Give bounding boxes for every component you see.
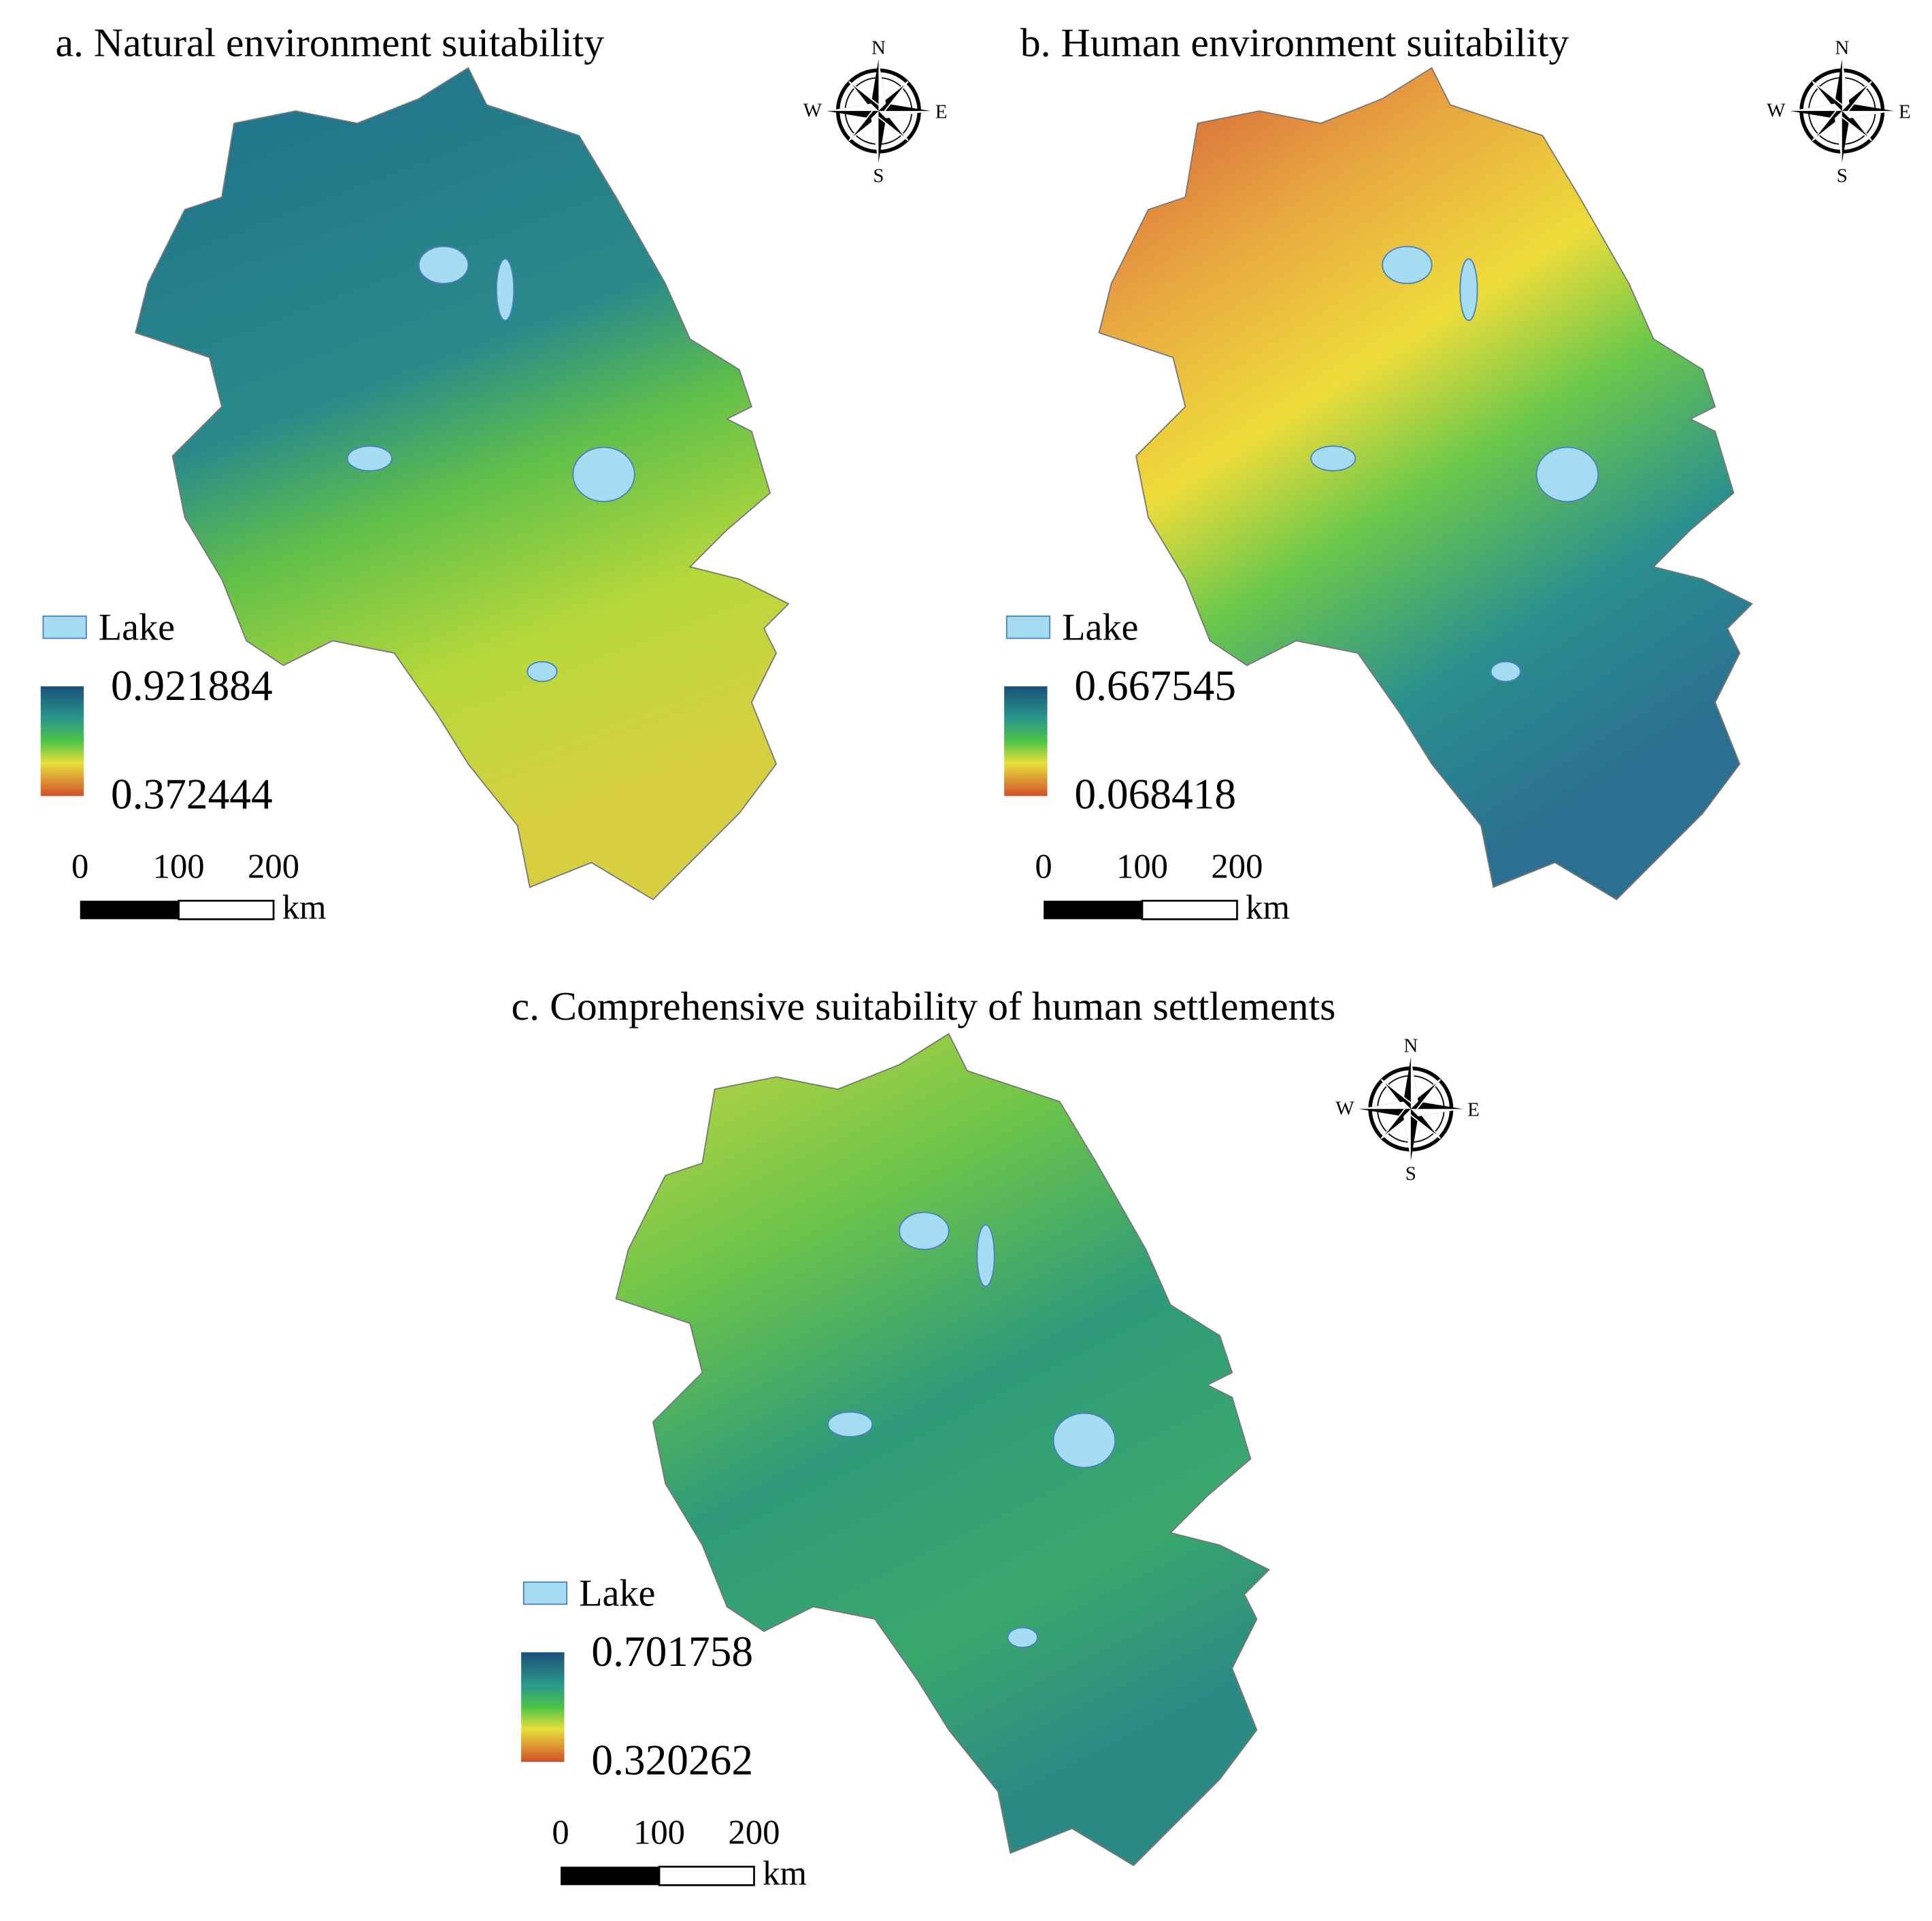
compass-w: W: [803, 100, 822, 122]
lake: [976, 1224, 995, 1287]
scale-label: 0: [1035, 848, 1052, 886]
compass-e: E: [1899, 101, 1911, 122]
compass-star: [1842, 59, 1850, 112]
scale-black: [1044, 901, 1143, 920]
study-area: [1098, 67, 1754, 901]
compass-star: [1812, 80, 1872, 141]
compass-n: N: [1403, 1035, 1418, 1056]
panel-title: b. Human environment suitability: [1020, 20, 1569, 65]
compass-star: [1834, 111, 1842, 163]
legend-max: 0.921884: [111, 662, 273, 709]
compass-star: [1359, 1101, 1411, 1109]
compass-star: [827, 103, 879, 112]
scale-label: 200: [1211, 848, 1263, 886]
lake: [1459, 258, 1478, 321]
lake: [1310, 445, 1356, 471]
lake: [899, 1212, 950, 1250]
legend-min: 0.372444: [111, 770, 273, 818]
legend-max: 0.701758: [591, 1628, 753, 1675]
compass-n: N: [1835, 37, 1849, 59]
lake: [527, 661, 558, 682]
lake-label: Lake: [579, 1572, 655, 1614]
lake: [1007, 1626, 1038, 1648]
compass-s: S: [1405, 1163, 1416, 1185]
lake: [827, 1411, 873, 1437]
scale-white: [178, 899, 275, 920]
compass-star: [1790, 103, 1842, 112]
compass-s: S: [873, 165, 884, 187]
color-ramp: [1004, 686, 1048, 797]
scale-label: 0: [71, 848, 88, 886]
scale-label: 200: [248, 848, 299, 886]
lake-label: Lake: [1062, 606, 1138, 648]
compass-n: N: [871, 37, 886, 59]
lake: [1490, 661, 1521, 682]
compass-star: [1842, 111, 1894, 119]
compass-star: [878, 59, 886, 112]
lake-swatch: [522, 1581, 568, 1605]
scale-unit: km: [763, 1854, 807, 1892]
scale-white: [658, 1865, 755, 1886]
compass: N S W E: [1335, 1035, 1480, 1184]
scale-label: 100: [633, 1814, 685, 1852]
scale-label: 200: [728, 1814, 780, 1852]
compass-star: [1403, 1109, 1411, 1161]
scale-unit: km: [282, 888, 327, 926]
legend-min: 0.068418: [1074, 770, 1236, 818]
compass-e: E: [935, 101, 948, 122]
compass-star: [1410, 1057, 1418, 1109]
compass: N S W E: [1767, 37, 1911, 186]
lake: [418, 246, 469, 284]
study-area: [135, 67, 790, 901]
lake-swatch: [1005, 615, 1051, 639]
study-area: [615, 1033, 1271, 1867]
color-ramp: [40, 686, 84, 797]
scale-white: [1141, 899, 1238, 920]
legend-max: 0.667545: [1074, 662, 1236, 709]
legend-min: 0.320262: [591, 1736, 753, 1784]
lake-label: Lake: [99, 606, 175, 648]
compass-s: S: [1837, 165, 1848, 187]
scale-label: 0: [552, 1814, 569, 1852]
lake: [1052, 1412, 1116, 1469]
compass-w: W: [1335, 1098, 1354, 1120]
lake: [346, 445, 393, 471]
lake: [1535, 446, 1599, 503]
panel-title: a. Natural environment suitability: [56, 20, 605, 65]
scale-black: [80, 901, 179, 920]
scale-unit: km: [1246, 888, 1290, 926]
color-ramp: [521, 1652, 565, 1763]
compass-star: [871, 111, 879, 163]
lake: [1382, 246, 1433, 284]
compass-e: E: [1467, 1099, 1480, 1121]
compass-star: [1410, 1109, 1463, 1117]
lake: [496, 258, 515, 321]
panel-title: c. Comprehensive suitability of human se…: [512, 984, 1336, 1029]
compass-w: W: [1767, 100, 1786, 122]
compass: N S W E: [803, 37, 948, 186]
scale-label: 100: [1116, 848, 1168, 886]
compass-star: [878, 111, 931, 119]
lake-swatch: [42, 615, 87, 639]
scale-label: 100: [153, 848, 205, 886]
lake: [572, 446, 635, 503]
scale-black: [561, 1867, 660, 1886]
